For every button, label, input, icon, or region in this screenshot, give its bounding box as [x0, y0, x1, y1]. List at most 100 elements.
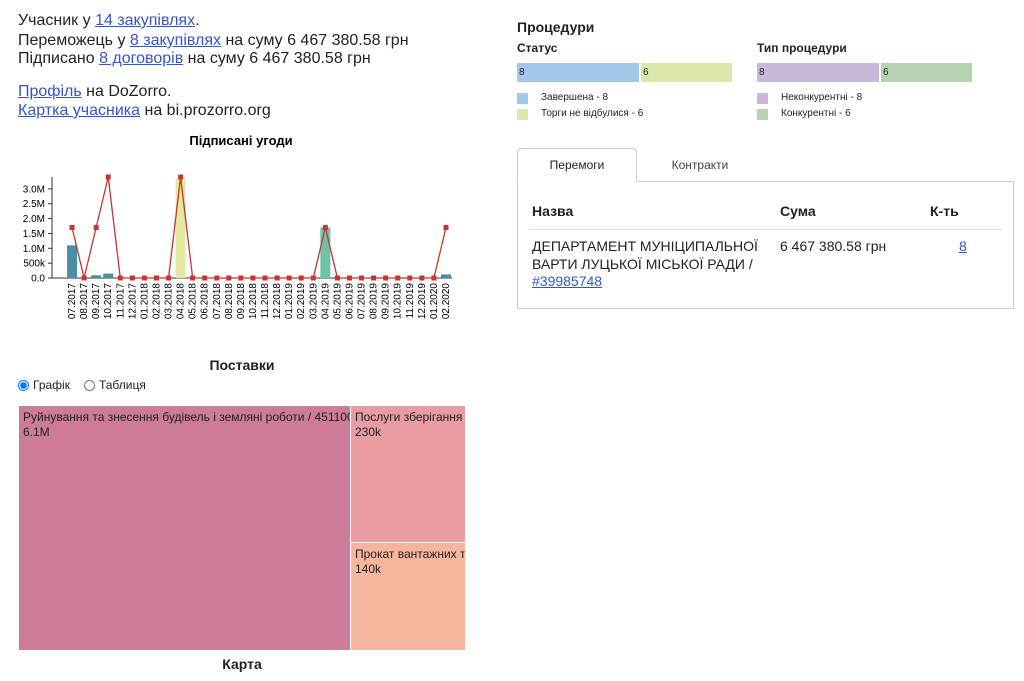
summary-text: . [195, 12, 200, 29]
y-tick-label: 0.0 [31, 274, 45, 285]
summary-text: на bi.prozorro.org [140, 102, 271, 119]
treemap-cell[interactable]: Руйнування та знесення будівель і землян… [18, 405, 351, 651]
line-point [117, 275, 123, 281]
summary-text: Переможець у [18, 32, 130, 49]
line-point [262, 275, 268, 281]
summary-line: Учасник у 14 закупівлях. [18, 12, 200, 30]
x-tick-label: 09.2019 [381, 283, 392, 320]
legend-swatch [757, 109, 768, 120]
segment [641, 63, 732, 82]
line-point [105, 174, 111, 180]
treemap-label: Прокат вантажних т [355, 547, 466, 561]
summary-link[interactable]: 14 закупівлях [95, 12, 196, 29]
treemap-amount: 230k [355, 425, 382, 439]
x-tick-label: 12.2018 [272, 283, 283, 320]
treemap-caption: Карта [222, 656, 262, 672]
line-point [298, 275, 304, 281]
legend-label: Торги не відбулися - 6 [541, 108, 644, 119]
treemap-cell[interactable]: Послуги зберігання 230k [350, 405, 466, 543]
summary-link[interactable]: 8 договорів [99, 50, 184, 67]
org-name: ДЕПАРТАМЕНТ МУНІЦИПАЛЬНОЇ ВАРТИ ЛУЦЬКОЇ … [532, 238, 758, 272]
treemap-label: Послуги зберігання [355, 410, 463, 424]
line-point [250, 275, 256, 281]
x-tick-label: 08.2017 [79, 283, 90, 320]
x-tick-label: 12.2017 [127, 283, 138, 320]
y-tick-label: 2.0M [23, 214, 45, 225]
x-tick-label: 05.2019 [332, 283, 343, 320]
x-tick-label: 06.2018 [200, 283, 211, 320]
treemap-label: Руйнування та знесення будівель і землян… [23, 410, 351, 424]
line-point [202, 275, 208, 281]
summary-line: Картка учасника на bi.prozorro.org [18, 102, 271, 120]
segment-label: 6 [643, 67, 649, 78]
legend-swatch [517, 93, 528, 104]
x-tick-label: 08.2018 [224, 283, 235, 320]
legend-label: Завершена - 8 [541, 92, 609, 103]
tab[interactable]: Контракти [671, 158, 729, 172]
segment [757, 63, 879, 82]
line-point [419, 275, 425, 281]
y-tick-label: 1.5M [23, 229, 45, 240]
line-point [166, 275, 172, 281]
x-tick-label: 01.2018 [139, 283, 150, 320]
line-point [371, 275, 377, 281]
x-tick-label: 10.2017 [103, 283, 114, 320]
line-point [383, 275, 389, 281]
option-label[interactable]: Таблиця [98, 378, 146, 392]
table-divider [530, 229, 1002, 230]
x-tick-label: 02.2020 [441, 283, 452, 320]
x-tick-label: 11.2018 [260, 283, 271, 319]
summary-text: Учасник у [18, 12, 96, 29]
summary-line: Переможець у 8 закупівлях на суму 6 467 … [18, 32, 409, 50]
x-tick-label: 10.2018 [248, 283, 259, 320]
tab[interactable]: Перемоги [517, 148, 637, 182]
y-tick-label: 3.0M [23, 184, 45, 195]
bar [67, 245, 78, 278]
x-tick-label: 04.2019 [320, 283, 331, 320]
radio[interactable] [83, 379, 95, 391]
summary-link[interactable]: Картка учасника [18, 102, 141, 119]
segment [881, 63, 972, 82]
legend-swatch [757, 93, 768, 104]
summary-link[interactable]: Профіль [18, 83, 82, 100]
x-tick-label: 03.2019 [308, 283, 319, 320]
segment-label: 8 [759, 67, 765, 78]
line-point [178, 174, 184, 180]
x-tick-label: 11.2017 [115, 283, 126, 319]
table-header: К-ть [930, 203, 959, 219]
summary-link[interactable]: 8 закупівлях [129, 32, 222, 49]
line-point [395, 275, 401, 281]
line-point [226, 275, 232, 281]
x-tick-label: 12.2019 [417, 283, 428, 320]
line-point [214, 275, 220, 281]
treemap-cell[interactable]: Прокат вантажних т 140k [350, 542, 466, 651]
bar [103, 273, 114, 278]
line-point [238, 275, 244, 281]
line-point [81, 275, 87, 281]
line [71, 176, 447, 279]
legend-swatch [517, 109, 528, 120]
summary-text: на суму 6 467 380.58 грн [183, 50, 371, 67]
line-point [69, 225, 75, 230]
x-tick-label: 09.2017 [91, 283, 102, 320]
treemap-amount: 140k [355, 562, 382, 576]
procedures-title: Процедури [517, 19, 595, 35]
line-point [274, 275, 280, 281]
bar [440, 274, 451, 278]
line-point [359, 275, 365, 281]
count-link[interactable]: 8 [959, 238, 967, 254]
radio[interactable] [18, 379, 29, 391]
org-code-link[interactable]: #39985748 [532, 273, 603, 289]
line-point [190, 275, 196, 281]
x-tick-label: 04.2018 [176, 283, 187, 320]
option-label[interactable]: Графік [33, 378, 70, 392]
table-cell: ДЕПАРТАМЕНТ МУНІЦИПАЛЬНОЇ ВАРТИ ЛУЦЬКОЇ … [532, 238, 772, 291]
y-tick-label: 1.0M [23, 244, 45, 255]
summary-text: Підписано [18, 50, 100, 67]
summary-line: Профіль на DoZorro. [18, 83, 171, 101]
group-title: Статус [517, 41, 558, 55]
table-cell: 6 467 380.58 грн [780, 238, 887, 254]
signed-deals-chart: Підписані угоди 0.0 500k 1.0M 1.5M 2.0M 2.5M 3… [23, 133, 452, 320]
line-point [443, 225, 449, 230]
